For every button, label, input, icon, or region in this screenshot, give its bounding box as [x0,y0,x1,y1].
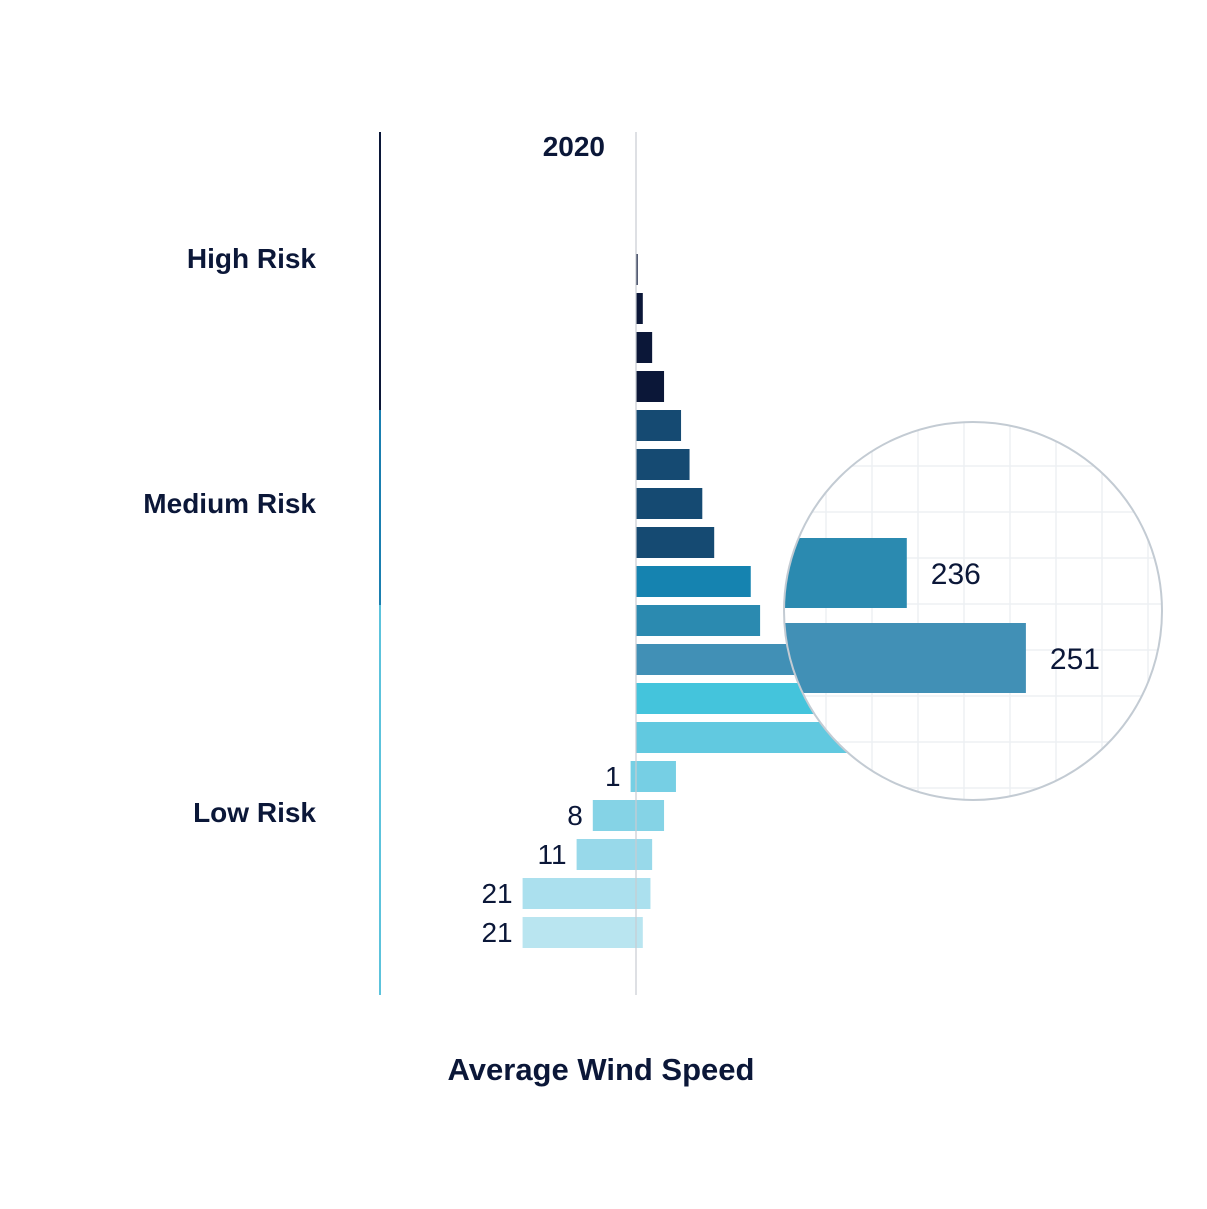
left-value-label-16: 21 [481,878,512,909]
bar-0 [636,254,638,285]
left-value-label-17: 21 [481,917,512,948]
magnifier-value-label-1: 251 [1050,643,1100,676]
bar-5 [636,449,690,480]
left-value-label-15: 11 [538,839,567,870]
group-label-high: High Risk [187,243,317,274]
magnifier-labels: 236 251 [931,558,1100,676]
group-label-low: Low Risk [193,797,316,828]
magnifier-bar-0 [784,538,907,608]
bar-2 [636,332,653,363]
bar-13 [630,761,676,792]
year-label: 2020 [543,131,605,162]
left-value-label-13: 1 [605,761,621,792]
bar-9 [636,605,761,636]
x-axis-title: Average Wind Speed [448,1052,755,1087]
bar-3 [636,371,665,402]
bar-1 [636,293,643,324]
magnifier-bars [784,538,1026,693]
group-label-medium: Medium Risk [143,488,316,519]
bar-7 [636,527,715,558]
bar-12 [636,722,850,753]
bar-6 [636,488,703,519]
bar-16 [522,878,651,909]
left-value-label-14: 8 [567,800,583,831]
bar-14 [592,800,665,831]
magnifier-bar-1 [784,623,1026,693]
bar-15 [576,839,653,870]
magnifier-value-label-0: 236 [931,558,981,591]
magnifier-ring [783,421,1163,801]
magnifier: 236 251 [783,421,1163,801]
magnifier-background [784,422,1162,800]
bar-17 [522,917,643,948]
bar-8 [636,566,751,597]
bar-4 [636,410,682,441]
